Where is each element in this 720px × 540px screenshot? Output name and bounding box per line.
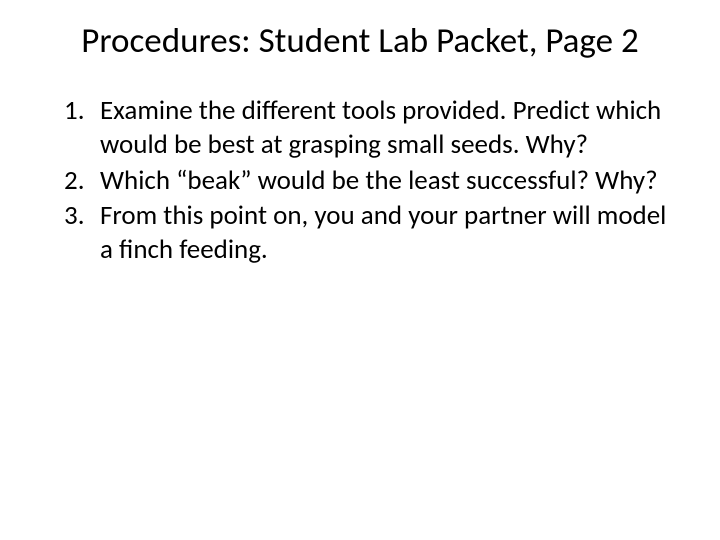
- list-item: Which “beak” would be the least successf…: [64, 164, 680, 198]
- list-item: Examine the different tools provided. Pr…: [64, 94, 680, 162]
- procedure-list: Examine the different tools provided. Pr…: [40, 94, 680, 267]
- list-item: From this point on, you and your partner…: [64, 199, 680, 267]
- page-title: Procedures: Student Lab Packet, Page 2: [40, 20, 680, 62]
